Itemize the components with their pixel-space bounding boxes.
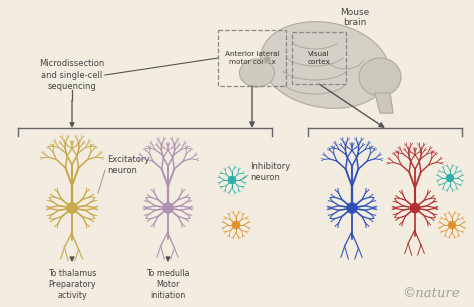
Text: ©nature: ©nature	[402, 287, 460, 300]
Circle shape	[228, 177, 236, 184]
Circle shape	[347, 203, 357, 213]
Text: Inhibitory
neuron: Inhibitory neuron	[250, 162, 290, 182]
Text: Preparatory
activity: Preparatory activity	[48, 280, 96, 300]
Circle shape	[265, 58, 269, 62]
Text: Microdissection
and single-cell
sequencing: Microdissection and single-cell sequenci…	[39, 59, 105, 91]
Ellipse shape	[239, 59, 274, 87]
Polygon shape	[375, 93, 393, 113]
Text: Visual
cortex: Visual cortex	[308, 51, 330, 65]
Circle shape	[448, 222, 456, 228]
Text: To thalamus: To thalamus	[48, 269, 96, 278]
Ellipse shape	[261, 22, 390, 108]
Text: Excitatory
neuron: Excitatory neuron	[107, 155, 149, 175]
Circle shape	[447, 174, 454, 181]
Circle shape	[67, 203, 77, 213]
Bar	[292, 32, 346, 84]
Circle shape	[232, 221, 239, 229]
Ellipse shape	[359, 58, 401, 96]
Bar	[218, 30, 286, 86]
Circle shape	[410, 203, 419, 213]
Text: Motor
initiation: Motor initiation	[150, 280, 186, 300]
Text: To medulla: To medulla	[146, 269, 190, 278]
Text: Mouse
brain: Mouse brain	[340, 8, 370, 27]
Circle shape	[163, 203, 173, 213]
Text: Anterior lateral
motor cortex: Anterior lateral motor cortex	[225, 51, 279, 65]
Circle shape	[264, 56, 271, 64]
